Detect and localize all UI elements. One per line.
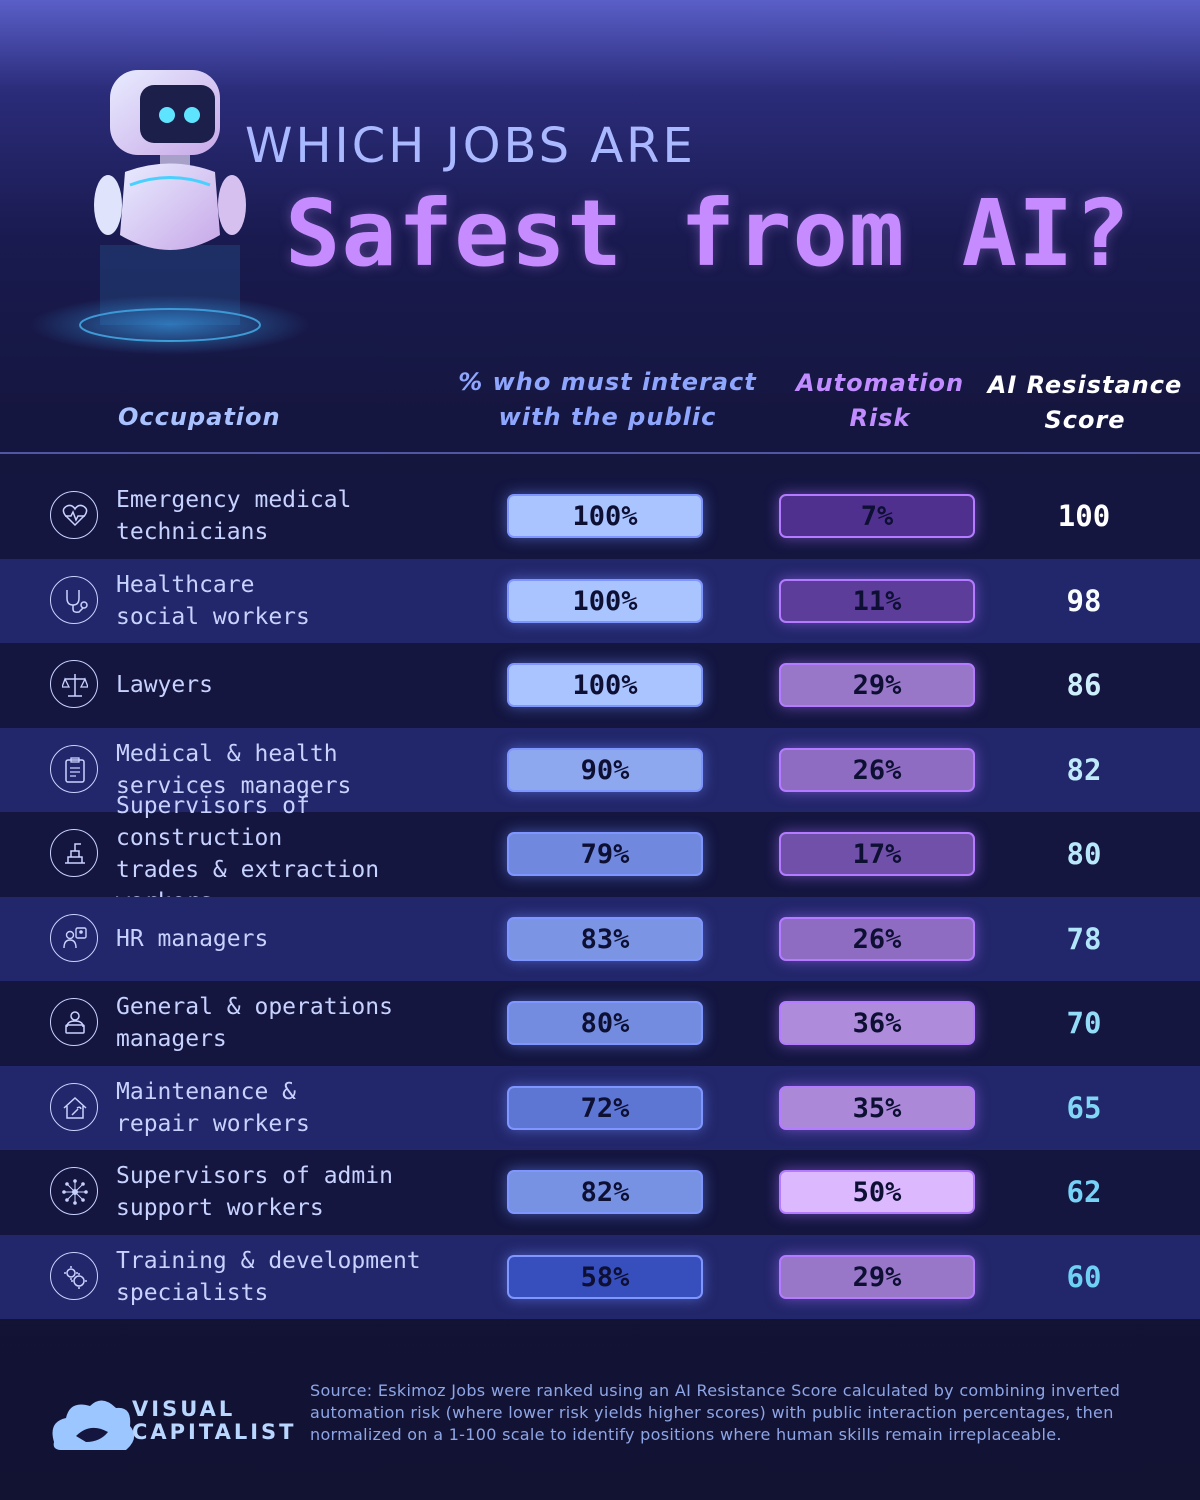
public-interaction-pill: 72%: [507, 1085, 703, 1130]
hr-icon: [50, 913, 98, 962]
title-line-1: WHICH JOBS ARE: [245, 118, 696, 174]
occupation-label: Maintenance & repair workers: [116, 1078, 310, 1137]
logo-text: VISUAL CAPITALIST: [132, 1398, 296, 1444]
table-row: General & operations managers 80% 36% 70: [0, 981, 1200, 1066]
ai-resistance-score: 65: [1066, 1090, 1102, 1125]
clipboard-icon: [50, 744, 98, 793]
table-row: Supervisors of admin support workers 82% 5…: [0, 1150, 1200, 1235]
ai-resistance-score: 78: [1066, 921, 1102, 956]
table-row: Supervisors of construction trades & ext…: [0, 793, 1200, 915]
header-divider: [0, 452, 1200, 454]
table-row: HR managers 83% 26% 78: [0, 896, 1200, 981]
automation-risk-pill: 7%: [779, 494, 975, 539]
automation-risk-pill: 26%: [779, 916, 975, 961]
occupation-label: HR managers: [116, 925, 269, 952]
ai-resistance-score: 82: [1066, 752, 1102, 787]
robot-illustration: [30, 70, 310, 355]
occupation-label: Emergency medical technicians: [116, 487, 352, 546]
automation-risk-pill: 29%: [779, 663, 975, 708]
logo-line-2: CAPITALIST: [132, 1420, 297, 1444]
automation-risk-pill: 17%: [779, 832, 975, 877]
automation-risk-pill: 35%: [779, 1085, 975, 1130]
ai-resistance-score: 70: [1066, 1006, 1102, 1041]
table-row: Emergency medical technicians 100% 7% 100: [0, 474, 1200, 559]
public-interaction-pill: 79%: [507, 832, 703, 877]
house-repair-icon: [50, 1082, 98, 1131]
public-interaction-pill: 100%: [507, 578, 703, 623]
occupation-label: General & operations managers: [116, 994, 393, 1053]
public-interaction-pill: 100%: [507, 494, 703, 539]
logo-line-1: VISUAL: [132, 1397, 236, 1421]
table-row: Medical & health services managers 90% 26%…: [0, 727, 1200, 812]
header-public: % who must interact with the public: [458, 368, 757, 431]
public-interaction-pill: 83%: [507, 916, 703, 961]
table-row: Lawyers 100% 29% 86: [0, 643, 1200, 728]
table-row: Maintenance & repair workers 72% 35% 65: [0, 1065, 1200, 1150]
heartbeat-icon: [50, 491, 98, 540]
source-note: Source: Eskimoz Jobs were ranked using a…: [310, 1381, 1121, 1444]
gears-head-icon: [50, 1251, 98, 1300]
manager-laptop-icon: [50, 998, 98, 1047]
automation-risk-pill: 11%: [779, 578, 975, 623]
table-row: Training & development specialists 58% 29%…: [0, 1234, 1200, 1319]
construction-icon: [50, 829, 98, 878]
visual-capitalist-logo-icon: [52, 1400, 135, 1450]
table-row: Healthcare social workers 100% 11% 98: [0, 558, 1200, 643]
title-line-2: Safest from AI?: [285, 180, 1131, 287]
occupation-label: Medical & health services managers: [116, 740, 352, 799]
public-interaction-pill: 100%: [507, 663, 703, 708]
occupation-label: Training & development specialists: [116, 1247, 421, 1306]
ai-resistance-score: 98: [1066, 583, 1102, 618]
occupation-label: Supervisors of admin support workers: [116, 1163, 393, 1222]
header-score: AI Resistance Score: [987, 371, 1183, 434]
network-icon: [50, 1167, 98, 1216]
header-automation: Automation Risk: [795, 369, 965, 432]
ai-resistance-score: 86: [1066, 668, 1102, 703]
automation-risk-pill: 26%: [779, 747, 975, 792]
ai-resistance-score: 62: [1066, 1175, 1102, 1210]
header-occupation: Occupation: [118, 403, 281, 431]
ai-resistance-score: 100: [1057, 499, 1111, 534]
ai-resistance-score: 80: [1066, 837, 1102, 872]
occupation-label: Healthcare social workers: [116, 571, 310, 630]
ai-resistance-score: 60: [1066, 1259, 1102, 1294]
public-interaction-pill: 58%: [507, 1254, 703, 1299]
public-interaction-pill: 90%: [507, 747, 703, 792]
automation-risk-pill: 29%: [779, 1254, 975, 1299]
occupation-label: Lawyers: [116, 672, 213, 699]
scales-icon: [50, 660, 98, 709]
public-interaction-pill: 82%: [507, 1170, 703, 1215]
automation-risk-pill: 36%: [779, 1001, 975, 1046]
stethoscope-icon: [50, 575, 98, 624]
automation-risk-pill: 50%: [779, 1170, 975, 1215]
public-interaction-pill: 80%: [507, 1001, 703, 1046]
occupation-table: Emergency medical technicians 100% 7% 100 He…: [0, 474, 1200, 1319]
